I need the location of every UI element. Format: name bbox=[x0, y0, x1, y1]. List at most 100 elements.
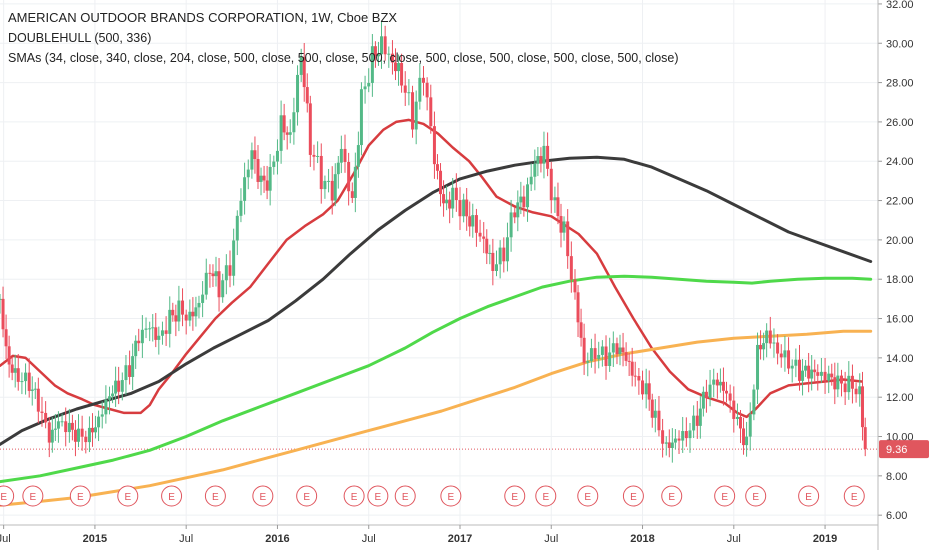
candle-up bbox=[157, 335, 161, 340]
candle-down bbox=[823, 371, 827, 381]
candle-down bbox=[282, 115, 286, 133]
candle-up bbox=[536, 156, 540, 164]
candle-up bbox=[712, 379, 716, 385]
candle-up bbox=[765, 330, 769, 344]
earnings-marker-label: E bbox=[542, 492, 549, 503]
candle-up bbox=[134, 340, 138, 357]
last-price-badge bbox=[879, 440, 929, 459]
candle-down bbox=[7, 346, 11, 365]
chart-title: AMERICAN OUTDOOR BRANDS CORPORATION, 1W,… bbox=[8, 10, 398, 25]
y-tick-label: 28.00 bbox=[886, 78, 914, 90]
candle-up bbox=[498, 247, 502, 265]
candle-down bbox=[256, 159, 260, 182]
candle-up bbox=[756, 344, 760, 390]
earnings-marker bbox=[745, 485, 767, 507]
candle-down bbox=[860, 386, 864, 428]
candle-up bbox=[333, 174, 337, 201]
candle-down bbox=[171, 309, 175, 316]
y-tick-label: 26.00 bbox=[886, 117, 914, 129]
candle-down bbox=[265, 180, 269, 191]
candle-up bbox=[688, 430, 692, 439]
candle-down bbox=[36, 388, 40, 412]
candle-down bbox=[90, 427, 94, 433]
candle-down bbox=[573, 279, 577, 293]
y-tick-label: 24.00 bbox=[886, 156, 914, 168]
candle-up bbox=[488, 252, 492, 254]
candle-up bbox=[414, 101, 418, 130]
earnings-marker-label: E bbox=[124, 492, 131, 503]
earnings-marker-label: E bbox=[77, 492, 84, 503]
candle-up bbox=[819, 371, 823, 376]
study-label-smas[interactable]: SMAs (34, close, 340, close, 204, close,… bbox=[8, 51, 679, 65]
candle-up bbox=[708, 384, 712, 398]
y-tick-label: 32.00 bbox=[886, 0, 914, 11]
candle-up bbox=[131, 356, 135, 377]
candle-down bbox=[684, 431, 688, 439]
y-tick-label: 8.00 bbox=[886, 471, 907, 483]
candle-down bbox=[854, 388, 858, 395]
sma-line-1 bbox=[0, 118, 863, 419]
candle-down bbox=[637, 375, 641, 381]
candle-down bbox=[84, 436, 88, 443]
candle-down bbox=[429, 97, 433, 127]
candle-up bbox=[451, 187, 455, 209]
candle-up bbox=[97, 416, 101, 428]
candle-down bbox=[742, 428, 746, 446]
candle-up bbox=[60, 421, 64, 423]
candle-up bbox=[232, 240, 236, 276]
x-tick-label: Jul bbox=[727, 533, 741, 545]
earnings-marker bbox=[440, 485, 462, 507]
last-price-text: 9.36 bbox=[886, 444, 907, 456]
candle-down bbox=[768, 330, 772, 344]
study-label-doublehull[interactable]: DOUBLEHULL (500, 336) bbox=[8, 31, 152, 45]
candle-down bbox=[312, 154, 316, 157]
candle-up bbox=[445, 199, 449, 204]
y-tick-label: 22.00 bbox=[886, 196, 914, 208]
candle-down bbox=[513, 212, 517, 218]
candle-up bbox=[718, 381, 722, 386]
candle-up bbox=[323, 180, 327, 190]
candle-down bbox=[421, 77, 425, 83]
candle-up bbox=[644, 383, 648, 395]
candle-down bbox=[411, 92, 415, 130]
candle-up bbox=[589, 348, 593, 362]
candle-down bbox=[117, 380, 121, 392]
candle-up bbox=[471, 215, 475, 227]
candle-down bbox=[373, 46, 377, 57]
candle-up bbox=[268, 166, 272, 191]
candle-down bbox=[728, 393, 732, 401]
candle-up bbox=[194, 307, 198, 317]
candle-down bbox=[40, 411, 44, 413]
candle-up bbox=[0, 298, 2, 300]
candle-up bbox=[111, 393, 115, 397]
earnings-marker-label: E bbox=[375, 492, 382, 503]
earnings-marker bbox=[535, 485, 557, 507]
candle-up bbox=[462, 199, 466, 217]
earnings-marker bbox=[161, 485, 183, 507]
candle-up bbox=[827, 373, 831, 381]
candle-down bbox=[425, 82, 429, 98]
candle-down bbox=[70, 422, 74, 430]
candle-up bbox=[397, 63, 401, 72]
candle-up bbox=[752, 389, 756, 415]
candle-up bbox=[53, 428, 57, 430]
earnings-marker bbox=[69, 485, 91, 507]
candle-up bbox=[288, 132, 292, 135]
candle-up bbox=[214, 271, 218, 277]
candle-up bbox=[387, 53, 391, 55]
candle-up bbox=[353, 166, 357, 198]
candle-down bbox=[491, 252, 495, 271]
candle-up bbox=[664, 442, 668, 444]
earnings-marker bbox=[843, 485, 865, 507]
candle-up bbox=[562, 221, 566, 233]
candle-down bbox=[704, 391, 708, 398]
candle-up bbox=[56, 421, 60, 429]
candle-down bbox=[604, 346, 608, 366]
candle-down bbox=[582, 337, 586, 363]
earnings-marker bbox=[661, 485, 683, 507]
candle-down bbox=[458, 200, 462, 217]
candle-down bbox=[478, 232, 482, 237]
candle-down bbox=[787, 350, 791, 369]
candle-up bbox=[33, 388, 37, 390]
